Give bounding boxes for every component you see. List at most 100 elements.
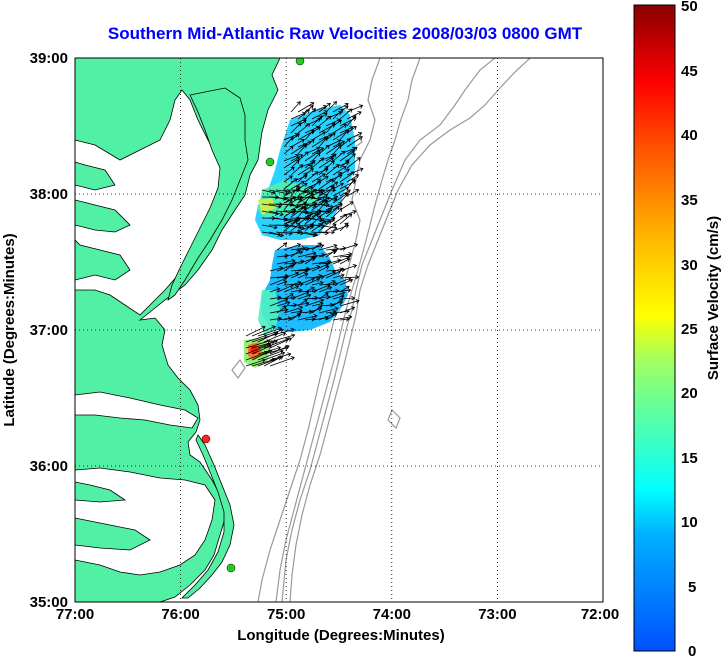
velocity-arrow	[251, 325, 276, 337]
velocity-arrow	[289, 203, 305, 210]
velocity-arrow	[290, 159, 300, 169]
velocity-arrow	[325, 164, 340, 176]
velocity-arrow	[318, 265, 330, 272]
velocity-arrow	[251, 344, 273, 355]
velocity-arrow	[289, 224, 305, 231]
x-tick-label: 72:00	[581, 606, 619, 623]
velocity-arrow	[282, 196, 303, 202]
velocity-arrow	[283, 271, 300, 279]
velocity-arrow	[304, 295, 319, 301]
velocity-arrow	[290, 249, 301, 258]
colorbar-tick-label: 5	[688, 579, 696, 596]
velocity-arrow	[311, 131, 326, 141]
velocity-arrow	[339, 213, 353, 225]
velocity-arrow	[346, 115, 357, 127]
velocity-arrow	[339, 129, 349, 141]
velocity-arrow	[346, 157, 361, 169]
velocity-arrow	[261, 210, 280, 216]
velocity-arrow	[339, 285, 350, 293]
velocity-arrow	[311, 157, 325, 169]
velocity-arrow	[318, 178, 334, 190]
y-tick-label: 37:00	[30, 322, 68, 339]
x-tick-label: 74:00	[373, 606, 411, 623]
velocity-arrow	[263, 355, 284, 367]
velocity-arrow	[269, 298, 289, 307]
y-tick-label: 39:00	[30, 50, 68, 67]
velocity-arrow	[332, 276, 352, 286]
velocity-arrow	[332, 273, 345, 279]
velocity-arrow	[318, 115, 332, 127]
velocity-arrow	[332, 182, 344, 190]
velocity-arrow	[304, 105, 314, 113]
velocity-arrow	[263, 331, 287, 343]
velocity-arrow	[310, 230, 329, 236]
velocity-arrow	[317, 224, 338, 231]
velocity-arrow	[339, 242, 359, 251]
velocity-arrow	[297, 299, 308, 307]
velocity-arrow	[332, 203, 343, 211]
velocity-arrow	[304, 243, 325, 251]
velocity-arrow	[332, 213, 348, 225]
velocity-arrow	[245, 339, 271, 349]
velocity-arrow	[304, 129, 315, 141]
velocity-arrow	[311, 280, 324, 286]
y-tick-label: 38:00	[30, 186, 68, 203]
chart-title: Southern Mid-Atlantic Raw Velocities 200…	[107, 24, 583, 43]
velocity-arrow	[332, 298, 344, 307]
x-axis-label: Longitude (Degrees:Minutes)	[237, 627, 445, 644]
colorbar-tick-label: 45	[681, 63, 698, 80]
velocity-arrow	[311, 173, 326, 183]
velocity-arrow	[275, 196, 291, 203]
velocity-arrow	[290, 101, 301, 113]
velocity-arrow	[318, 292, 329, 300]
velocity-arrow	[339, 306, 356, 314]
velocity-arrow	[297, 165, 314, 176]
velocity-arrow	[339, 278, 354, 286]
velocity-arrow	[339, 168, 350, 176]
velocity-arrow	[311, 305, 323, 314]
velocity-arrow	[304, 298, 325, 307]
velocity-arrow	[310, 188, 326, 194]
colorbar-tick-label: 0	[688, 643, 696, 659]
velocity-arrow	[263, 351, 286, 361]
velocity-arrow	[296, 189, 312, 196]
velocity-arrow	[283, 313, 302, 321]
velocity-arrow	[290, 312, 302, 321]
velocity-vectors	[245, 101, 364, 367]
velocity-arrow	[325, 195, 339, 204]
velocity-arrow	[339, 209, 357, 218]
velocity-arrow	[269, 333, 296, 343]
velocity-arrow	[318, 102, 331, 113]
velocity-arrow	[318, 285, 333, 293]
velocity-arrow	[283, 153, 300, 162]
velocity-arrow	[290, 122, 302, 134]
station-marker-duck	[201, 434, 211, 444]
outer-banks	[181, 434, 235, 599]
velocity-arrow	[339, 150, 355, 162]
velocity-arrow	[339, 264, 358, 272]
velocity-arrow	[283, 264, 294, 272]
velocity-arrow	[332, 171, 342, 183]
velocity-arrow	[317, 208, 332, 214]
velocity-arrow	[318, 157, 334, 169]
velocity-arrow	[245, 358, 266, 367]
velocity-arrow	[317, 203, 334, 209]
velocity-arrow	[332, 150, 346, 162]
velocity-arrow	[275, 217, 292, 224]
velocity-arrow	[297, 251, 317, 258]
velocity-arrow	[332, 102, 349, 113]
velocity-arrow	[339, 108, 353, 120]
velocity-arrow	[283, 178, 298, 190]
velocity-arrow	[339, 192, 349, 204]
pamlico-sound	[75, 467, 216, 576]
velocity-arrow	[283, 175, 293, 183]
velocity-patch-middle-green	[258, 290, 280, 335]
station-marker-delmarva	[265, 157, 275, 167]
velocity-arrow	[269, 356, 295, 367]
plot-frame	[74, 57, 604, 603]
velocity-arrow	[283, 293, 294, 300]
velocity-arrow	[297, 277, 315, 286]
colorbar-tick-label: 50	[681, 0, 698, 15]
velocity-arrow	[325, 132, 336, 141]
velocity-arrow	[325, 291, 346, 300]
